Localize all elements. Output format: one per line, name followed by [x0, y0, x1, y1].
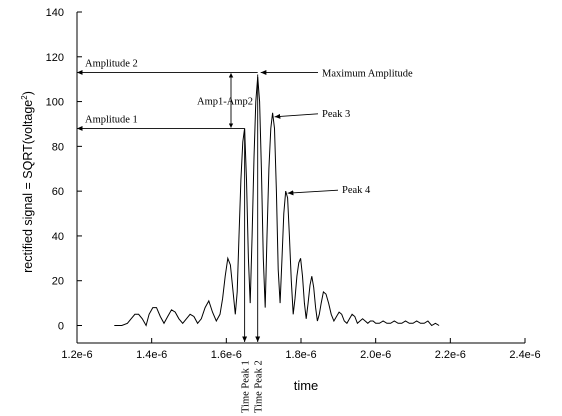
- amp-diff-label: Amp1-Amp2: [197, 96, 253, 107]
- x-tick-label: 2.0e-6: [360, 349, 391, 361]
- amplitude-1-label: Amplitude 1: [85, 114, 138, 125]
- time-peak-2-label: Time Peak 2: [254, 360, 265, 413]
- annotations: Amplitude 2 Amplitude 1 Amp1-Amp2 Maximu…: [77, 58, 413, 413]
- y-tick-label: 60: [52, 186, 64, 198]
- y-tick-label: 80: [52, 141, 64, 153]
- y-ticks: 0 20 40 60 80 100 120 140: [46, 7, 82, 333]
- peak-4-line: [287, 189, 339, 196]
- x-ticks: 1.2e-6 1.4e-6 1.6e-6 1.8e-6 2.0e-6 2.2e-6 2.4e…: [61, 338, 541, 361]
- peak-3-line: [274, 113, 319, 119]
- x-tick-label: 1.2e-6: [61, 349, 92, 361]
- y-axis-label-main: rectified signal = SQRT(voltage: [21, 100, 35, 273]
- maximum-amplitude-label: Maximum Amplitude: [322, 68, 413, 79]
- y-tick-label: 40: [52, 231, 64, 243]
- y-tick-label: 20: [52, 276, 64, 288]
- y-tick-label: 100: [46, 97, 64, 109]
- y-tick-label: 140: [46, 7, 64, 19]
- x-tick-label: 2.4e-6: [509, 349, 540, 361]
- x-axis-label: time: [294, 378, 319, 393]
- y-axis-label: rectified signal = SQRT(voltage2): [20, 91, 35, 273]
- x-tick-label: 1.8e-6: [285, 349, 316, 361]
- time-peak-1-label: Time Peak 1: [241, 360, 252, 413]
- peak-4-label: Peak 4: [342, 185, 371, 196]
- x-tick-label: 1.6e-6: [211, 349, 242, 361]
- y-tick-label: 0: [58, 321, 64, 333]
- peak-3-label: Peak 3: [322, 109, 350, 120]
- y-tick-label: 120: [46, 52, 64, 64]
- x-tick-label: 2.2e-6: [435, 349, 466, 361]
- amplitude-2-label: Amplitude 2: [85, 58, 138, 69]
- y-axis-label-sup: 2: [20, 95, 29, 100]
- x-tick-label: 1.4e-6: [136, 349, 167, 361]
- y-axis-label-tail: ): [21, 91, 35, 95]
- signal-line: [114, 76, 440, 327]
